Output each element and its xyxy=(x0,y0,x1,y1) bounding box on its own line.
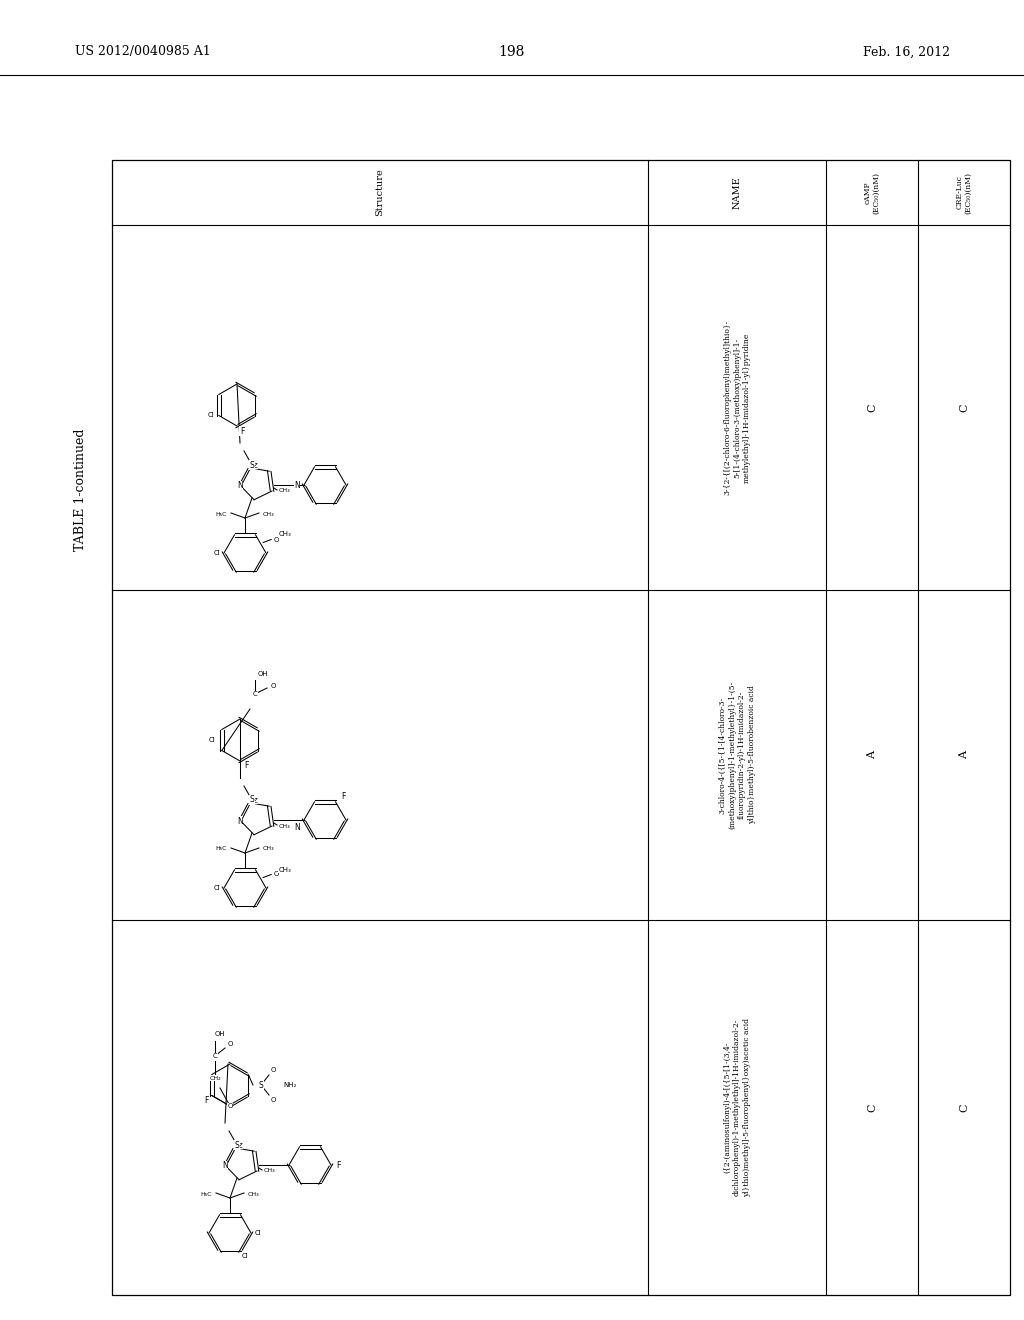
Text: N: N xyxy=(238,817,243,825)
Text: OH: OH xyxy=(258,671,268,677)
Text: Cl: Cl xyxy=(241,1253,248,1259)
Text: Cl: Cl xyxy=(208,412,214,418)
Text: O: O xyxy=(273,871,279,878)
Text: CH₃: CH₃ xyxy=(279,866,292,873)
Text: C: C xyxy=(867,403,877,412)
Text: Cl: Cl xyxy=(209,737,215,743)
Text: C: C xyxy=(213,1053,217,1059)
Text: C: C xyxy=(959,403,969,412)
Text: N: N xyxy=(222,1162,228,1171)
Text: NAME: NAME xyxy=(732,176,741,209)
Text: F: F xyxy=(240,426,244,436)
Text: 3-{2-{[(2-chloro-6-fluorophenyl)methyl]thio}-
5-[1-(4-chloro-3-(methoxy)phenyl]-: 3-{2-{[(2-chloro-6-fluorophenyl)methyl]t… xyxy=(723,319,751,495)
Text: Z: Z xyxy=(253,463,257,469)
Text: O: O xyxy=(273,536,279,543)
Bar xyxy=(112,160,1010,1295)
Text: F: F xyxy=(341,792,346,801)
Text: CRE-Luc
(EC₅₀)(nM): CRE-Luc (EC₅₀)(nM) xyxy=(955,172,973,214)
Text: F: F xyxy=(336,1160,340,1170)
Text: CH₂: CH₂ xyxy=(209,1076,221,1081)
Text: N: N xyxy=(294,824,300,833)
Text: CH₃: CH₃ xyxy=(263,511,274,516)
Text: CH₃: CH₃ xyxy=(264,1168,275,1173)
Text: N: N xyxy=(238,482,243,491)
Text: CH₃: CH₃ xyxy=(263,846,274,851)
Text: Feb. 16, 2012: Feb. 16, 2012 xyxy=(863,45,950,58)
Text: O: O xyxy=(227,1104,232,1109)
Text: H₅C: H₅C xyxy=(201,1192,212,1196)
Text: 198: 198 xyxy=(499,45,525,59)
Text: S: S xyxy=(234,1140,240,1150)
Text: CH₃: CH₃ xyxy=(279,532,292,537)
Text: O: O xyxy=(270,1097,275,1104)
Text: C: C xyxy=(867,1104,877,1111)
Text: cAMP
(EC₅₀)(nM): cAMP (EC₅₀)(nM) xyxy=(863,172,881,214)
Text: O: O xyxy=(270,682,275,689)
Text: US 2012/0040985 A1: US 2012/0040985 A1 xyxy=(75,45,211,58)
Text: S: S xyxy=(250,796,254,804)
Text: O: O xyxy=(227,1041,232,1047)
Text: Z: Z xyxy=(253,799,257,804)
Text: TABLE 1-continued: TABLE 1-continued xyxy=(74,429,86,552)
Text: H₅C: H₅C xyxy=(215,511,227,516)
Text: N: N xyxy=(294,480,300,490)
Text: H₅C: H₅C xyxy=(215,846,227,851)
Text: OH: OH xyxy=(215,1031,225,1038)
Text: CH₃: CH₃ xyxy=(279,824,291,829)
Text: NH₂: NH₂ xyxy=(283,1082,296,1088)
Text: CH₃: CH₃ xyxy=(279,488,291,494)
Text: Cl: Cl xyxy=(214,550,220,556)
Text: 3-chloro-4-({[5-{1-[4-chloro-3-
(methoxy)phenyl]-1-methylethyl}-1-(5-
fluoropyri: 3-chloro-4-({[5-{1-[4-chloro-3- (methoxy… xyxy=(718,681,756,829)
Text: S: S xyxy=(259,1081,263,1089)
Text: Structure: Structure xyxy=(376,169,384,216)
Text: F: F xyxy=(205,1096,209,1105)
Text: C: C xyxy=(959,1104,969,1111)
Text: CH₃: CH₃ xyxy=(248,1192,260,1196)
Text: S: S xyxy=(250,461,254,470)
Text: Cl: Cl xyxy=(255,1230,261,1236)
Text: A: A xyxy=(867,751,877,759)
Text: F: F xyxy=(244,762,248,771)
Text: ({2-(aminosulfonyl)-4-[({5-[1-(3,4-
dichlorophenyl)-1-methylethyl]-1H-imidazol-2: ({2-(aminosulfonyl)-4-[({5-[1-(3,4- dich… xyxy=(723,1018,751,1197)
Text: C: C xyxy=(253,690,257,697)
Text: A: A xyxy=(959,751,969,759)
Text: Cl: Cl xyxy=(214,884,220,891)
Text: Z: Z xyxy=(238,1143,243,1148)
Text: O: O xyxy=(270,1067,275,1073)
